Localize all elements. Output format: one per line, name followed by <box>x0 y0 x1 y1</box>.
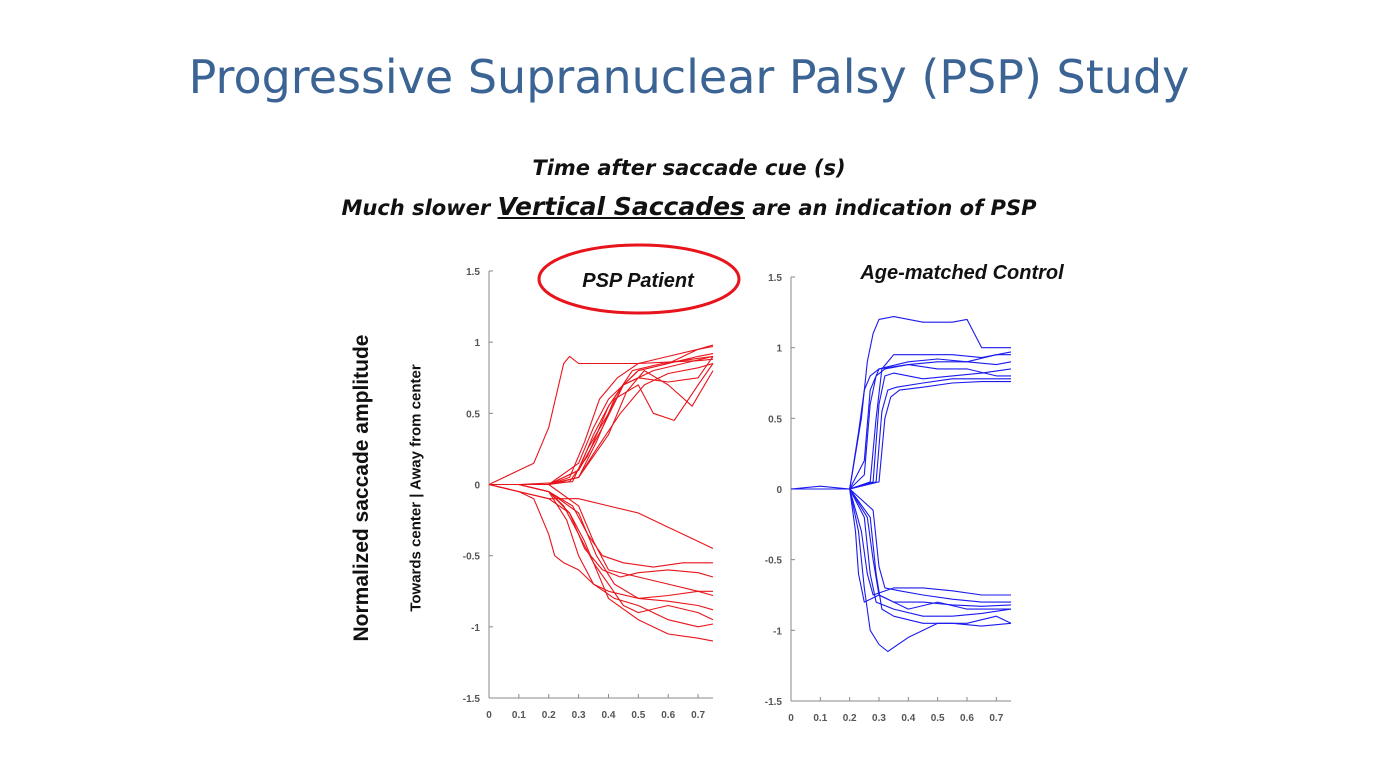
x-tick-label: 0.7 <box>691 710 705 721</box>
series-line <box>791 488 1011 596</box>
series-line <box>488 483 713 599</box>
subtitle-time-label: Time after saccade cue (s) <box>532 156 846 180</box>
x-tick-label: 0.4 <box>901 713 915 724</box>
y-tick-label: -1.5 <box>463 694 481 705</box>
title-highlight-ellipse <box>537 243 741 315</box>
slide-title: Progressive Supranuclear Palsy (PSP) Stu… <box>188 50 1190 104</box>
y-tick-label: 1 <box>474 338 480 349</box>
subtitle-conclusion: Much slower Vertical Saccades are an ind… <box>0 192 1378 221</box>
control-chart: 1.5 1 0.5 0 -0.5 -1 -1.5 0 0.1 0.2 0.3 0.4 0.5 0.6 0.7… <box>765 262 1064 724</box>
series-line <box>791 361 1012 490</box>
series-line <box>791 381 1011 490</box>
series-line <box>791 364 1011 490</box>
x-tick-label: 0.2 <box>542 710 556 721</box>
series-line <box>790 354 1011 490</box>
x-tick-label: 0.1 <box>813 713 827 724</box>
chart-panel-title: PSP Patient <box>582 270 695 292</box>
psp-patient-chart: 1.5 1 0.5 0 -0.5 -1 -1.5 0 0.1 0.2 0.3 0.4 0.5 0.6 0.7… <box>463 243 741 721</box>
subtitle-before-text: Much slower <box>341 196 498 220</box>
y-tick-label: 0 <box>776 485 782 496</box>
x-tick-label: 0 <box>788 713 794 724</box>
y-tick-label: -0.5 <box>765 556 783 567</box>
x-tick-label: 0.6 <box>661 710 675 721</box>
y-tick-label: -0.5 <box>463 552 481 563</box>
series-line <box>489 483 714 611</box>
x-tick-label: 0.4 <box>602 710 616 721</box>
series-line <box>488 483 714 642</box>
series-line <box>489 483 714 628</box>
x-tick-label: 0.5 <box>631 710 645 721</box>
series-line <box>489 483 714 597</box>
series-line <box>791 488 1012 607</box>
subtitle-after-text: are an indication of PSP <box>744 196 1037 220</box>
series-line <box>791 351 1012 490</box>
subtitle-emphasis: Vertical Saccades <box>497 192 745 221</box>
y-tick-label: -1 <box>773 626 782 637</box>
x-tick-label: 0.3 <box>872 713 886 724</box>
x-tick-label: 0.7 <box>989 713 1003 724</box>
series-line <box>791 378 1011 490</box>
y-tick-label: -1 <box>471 623 480 634</box>
series-line <box>791 488 1012 653</box>
series-line <box>791 316 1011 490</box>
y-tick-label: -1.5 <box>765 697 783 708</box>
y-tick-label: 1 <box>776 344 782 355</box>
x-tick-label: 0.1 <box>512 710 526 721</box>
y-tick-label: 1.5 <box>466 267 480 278</box>
series-line <box>489 345 714 486</box>
series-line <box>489 370 714 486</box>
chart-panel-title: Age-matched Control <box>859 262 1064 284</box>
x-tick-label: 0.2 <box>843 713 857 724</box>
y-tick-label: 0 <box>474 481 480 492</box>
x-tick-label: 0 <box>486 710 492 721</box>
series-line <box>791 488 1012 617</box>
series-line <box>791 488 1011 603</box>
series-line <box>489 353 714 486</box>
x-tick-label: 0.5 <box>931 713 945 724</box>
x-tick-label: 0.3 <box>572 710 586 721</box>
x-tick-label: 0.6 <box>960 713 974 724</box>
y-tick-label: 0.5 <box>768 414 782 425</box>
series-line <box>488 483 714 549</box>
y-tick-label: 1.5 <box>768 273 782 284</box>
y-tick-label: 0.5 <box>466 409 480 420</box>
series-line <box>489 483 714 621</box>
series-line <box>489 344 714 486</box>
